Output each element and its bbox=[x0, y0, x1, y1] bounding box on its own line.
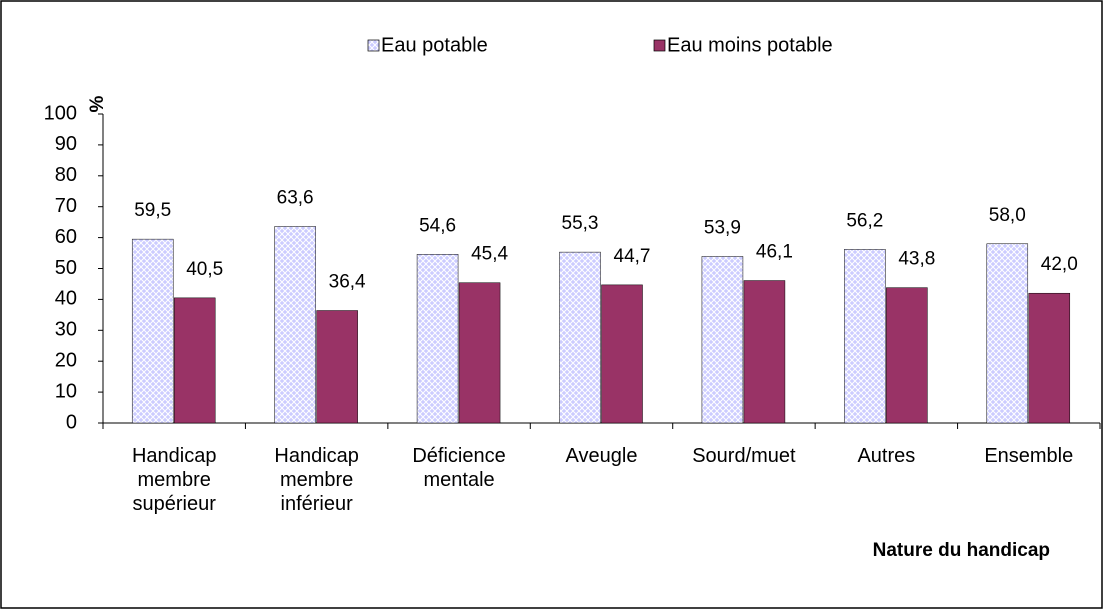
data-label: 56,2 bbox=[846, 210, 883, 231]
y-axis-label: % bbox=[87, 95, 108, 112]
y-tick-label: 50 bbox=[55, 257, 77, 279]
y-tick-label: 90 bbox=[55, 133, 77, 155]
data-label: 46,1 bbox=[756, 242, 793, 263]
bar bbox=[601, 284, 643, 424]
data-label: 44,7 bbox=[614, 246, 651, 267]
bar bbox=[1028, 292, 1071, 424]
bar bbox=[316, 310, 358, 424]
y-tick-label: 0 bbox=[66, 411, 77, 433]
x-tick-label: Sourd/muet bbox=[692, 445, 796, 467]
bar bbox=[559, 251, 601, 424]
bar bbox=[886, 287, 928, 424]
x-tick-label: Handicap membre inférieur bbox=[274, 445, 359, 515]
data-label: 42,0 bbox=[1041, 254, 1078, 275]
x-tick-label: Autres bbox=[857, 445, 916, 467]
data-label: 55,3 bbox=[562, 213, 599, 234]
legend-label: Eau moins potable bbox=[667, 34, 833, 56]
y-tick-label: 80 bbox=[55, 164, 77, 186]
data-label: 54,6 bbox=[419, 215, 456, 236]
data-label: 40,5 bbox=[186, 259, 223, 280]
legend-swatch bbox=[653, 39, 666, 52]
y-tick-label: 30 bbox=[55, 319, 77, 341]
bar bbox=[844, 249, 886, 424]
legend-swatch bbox=[367, 39, 380, 52]
x-tick-label: Déficience mentale bbox=[412, 445, 506, 491]
bar bbox=[131, 238, 174, 424]
bar bbox=[274, 226, 316, 424]
x-tick-label: Aveugle bbox=[565, 445, 638, 467]
x-tick-label: Handicap membre supérieur bbox=[131, 445, 217, 515]
y-tick-label: 40 bbox=[55, 288, 77, 310]
y-tick-label: 70 bbox=[55, 195, 77, 217]
data-label: 45,4 bbox=[471, 244, 508, 265]
bar bbox=[986, 243, 1029, 424]
x-axis-title: Nature du handicap bbox=[873, 540, 1050, 561]
data-label: 43,8 bbox=[898, 249, 935, 270]
bar bbox=[743, 280, 786, 424]
legend-label: Eau potable bbox=[381, 34, 488, 56]
y-tick-label: 10 bbox=[55, 380, 77, 402]
data-label: 53,9 bbox=[704, 217, 741, 238]
bar bbox=[416, 254, 459, 424]
data-label: 59,5 bbox=[134, 200, 171, 221]
y-tick-label: 20 bbox=[55, 349, 77, 371]
data-label: 63,6 bbox=[277, 187, 314, 208]
data-label: 58,0 bbox=[989, 205, 1026, 226]
y-tick-label: 60 bbox=[55, 226, 77, 248]
bar bbox=[701, 256, 744, 424]
bar bbox=[173, 297, 216, 424]
data-label: 36,4 bbox=[329, 272, 366, 293]
bar bbox=[458, 282, 501, 424]
x-tick-label: Ensemble bbox=[984, 445, 1074, 467]
y-tick-label: 100 bbox=[44, 102, 77, 124]
